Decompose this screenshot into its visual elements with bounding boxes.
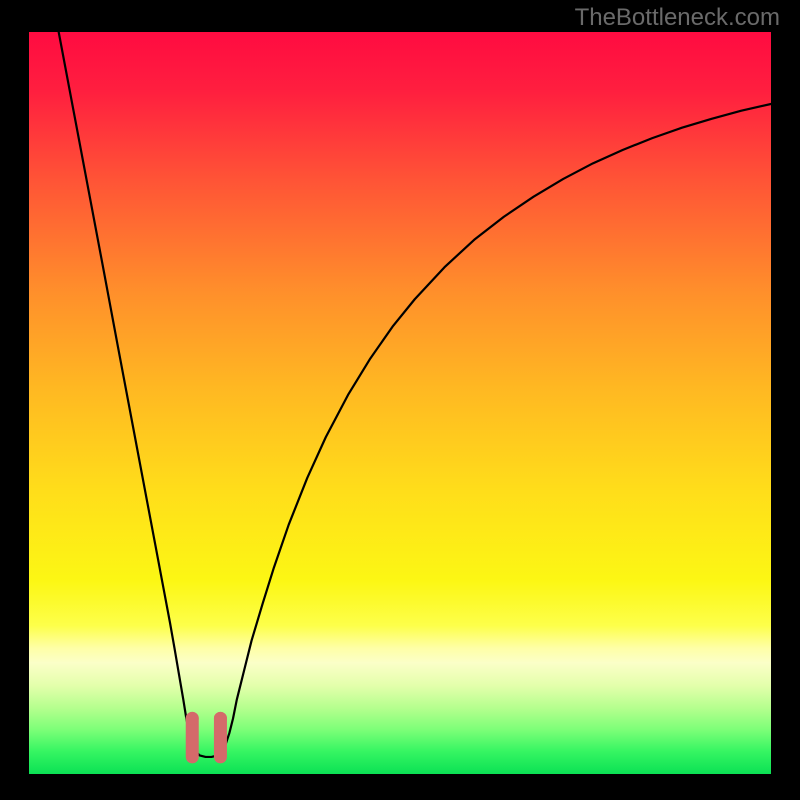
watermark-text: TheBottleneck.com [575, 4, 780, 32]
bottleneck-curve-svg [29, 32, 771, 774]
marker-dot-0 [186, 712, 199, 725]
plot-area [29, 32, 771, 774]
bottleneck-curve [59, 32, 771, 757]
stage: TheBottleneck.com [0, 0, 800, 800]
chart-outer [0, 0, 800, 800]
marker-dot-1 [214, 712, 227, 725]
